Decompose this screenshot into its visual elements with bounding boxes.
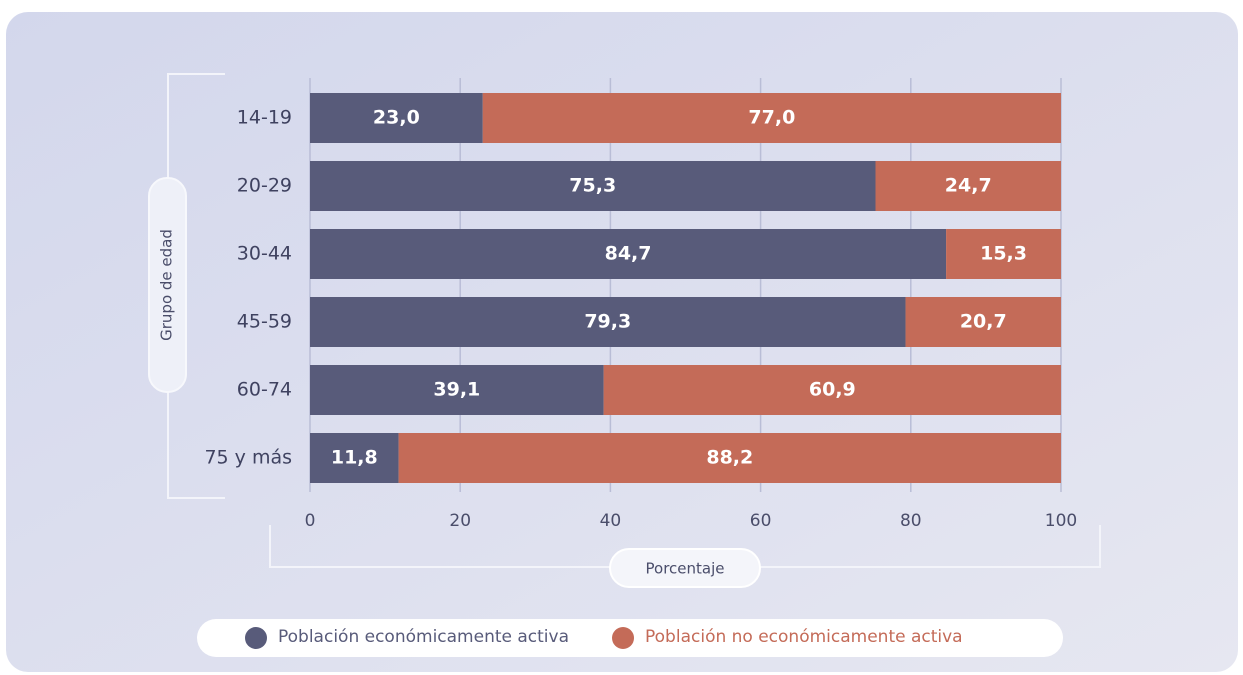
bar-segment xyxy=(310,365,604,415)
value-label: 24,7 xyxy=(945,175,992,197)
y-tick-label: 75 y más xyxy=(204,447,292,469)
x-tick-label: 80 xyxy=(900,511,922,531)
x-tick-label: 100 xyxy=(1045,511,1077,531)
x-axis-title: Porcentaje xyxy=(646,560,725,578)
x-tick-label: 40 xyxy=(600,511,622,531)
bar-segment xyxy=(905,297,1061,347)
y-tick-label: 30-44 xyxy=(237,243,292,265)
y-tick-label: 45-59 xyxy=(237,311,292,333)
bar-segment xyxy=(310,229,947,279)
bar-segment xyxy=(946,229,1061,279)
bar-segment xyxy=(310,93,483,143)
legend-swatch xyxy=(612,627,635,649)
x-tick-label: 0 xyxy=(305,511,316,531)
bar-segment xyxy=(310,161,876,211)
legend-label: Población económicamente activa xyxy=(278,627,569,647)
xlabel-pill xyxy=(609,548,761,588)
bar-segment xyxy=(875,161,1061,211)
value-label: 79,3 xyxy=(584,311,631,333)
legend-swatch xyxy=(245,627,267,649)
value-label: 77,0 xyxy=(748,107,795,129)
y-axis-title: Grupo de edad xyxy=(158,229,176,341)
value-label: 84,7 xyxy=(605,243,652,265)
value-label: 60,9 xyxy=(809,379,856,401)
ylabel-pill xyxy=(148,177,187,393)
value-label: 88,2 xyxy=(706,447,753,469)
x-tick-label: 20 xyxy=(449,511,471,531)
value-label: 75,3 xyxy=(569,175,616,197)
value-label: 23,0 xyxy=(373,107,420,129)
y-tick-label: 60-74 xyxy=(237,379,292,401)
y-tick-label: 14-19 xyxy=(237,107,292,129)
x-tick-label: 60 xyxy=(750,511,772,531)
legend-label: Población no económicamente activa xyxy=(645,627,963,647)
bar-segment xyxy=(603,365,1061,415)
bar-segment xyxy=(398,433,1061,483)
value-label: 20,7 xyxy=(960,311,1007,333)
value-label: 39,1 xyxy=(433,379,480,401)
bar-segment xyxy=(482,93,1062,143)
y-tick-label: 20-29 xyxy=(237,175,292,197)
bar-segment xyxy=(310,433,399,483)
value-label: 15,3 xyxy=(980,243,1027,265)
bar-segment xyxy=(310,297,906,347)
value-label: 11,8 xyxy=(331,447,378,469)
